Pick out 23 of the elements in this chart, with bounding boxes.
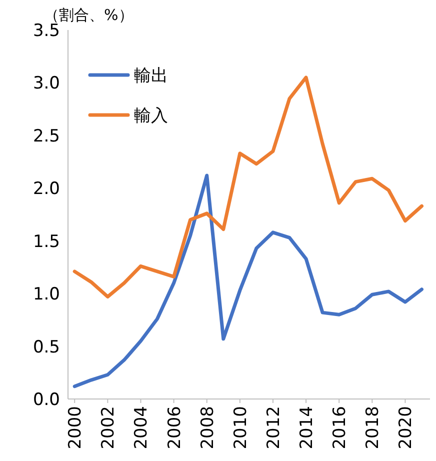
x-tick-label: 2004 [132,406,152,450]
y-tick-label: 1.5 [32,232,60,252]
y-tick-label: 2.0 [32,179,60,200]
y-axis-title: （割合、%） [44,6,134,24]
x-tick-label: 2010 [230,406,251,450]
legend-label: 輸出 [134,66,168,86]
x-tick-label: 2002 [98,406,119,450]
line-series [72,174,424,388]
x-tick-label: 2012 [264,406,284,450]
y-tick-label: 3.0 [32,74,60,94]
x-tick-label: 2008 [198,406,218,450]
x-tick-label: 2014 [297,406,318,450]
y-tick-label: 3.5 [32,21,60,41]
y-tick-label: 1.0 [32,284,60,305]
x-tick-label: 2006 [164,406,185,450]
x-tick-label: 2000 [66,406,86,450]
y-tick-label: 0.5 [32,337,60,358]
x-tick-label: 2018 [363,406,384,450]
y-tick-label: 0.0 [32,390,60,410]
y-tick-label: 2.5 [32,126,60,146]
x-tick-label: 2020 [396,406,416,450]
legend-label: 輸入 [134,106,168,126]
x-tick-label: 2016 [330,406,350,450]
